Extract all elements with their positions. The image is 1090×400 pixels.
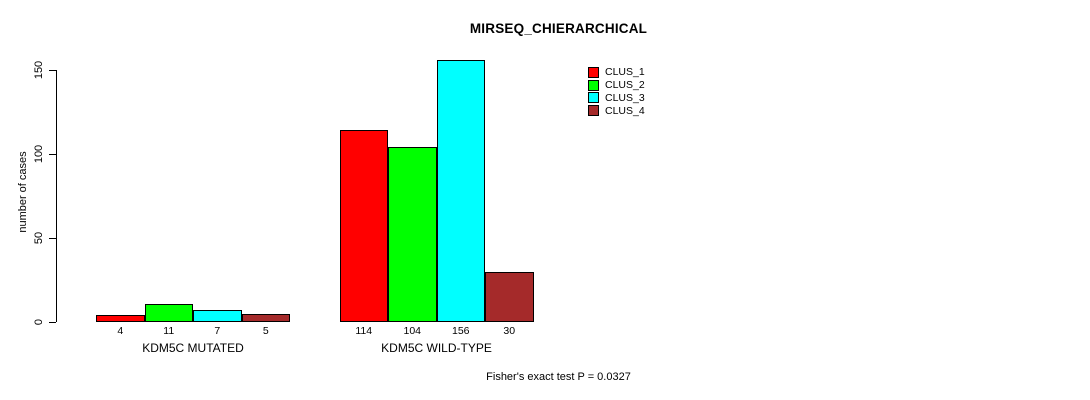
legend: CLUS_1 CLUS_2 CLUS_3 CLUS_4 — [588, 66, 645, 117]
y-tick-label: 100 — [33, 144, 45, 164]
bar — [485, 271, 534, 322]
legend-swatch-icon — [588, 66, 599, 78]
bar-value-label: 104 — [403, 325, 422, 337]
y-axis-line — [56, 70, 58, 322]
y-tick-label: 150 — [33, 60, 45, 80]
legend-swatch-icon — [588, 92, 599, 104]
y-tick — [49, 154, 56, 156]
bar — [388, 147, 437, 322]
x-category-label: KDM5C MUTATED — [142, 341, 244, 355]
legend-label: CLUS_1 — [605, 66, 645, 79]
legend-item: CLUS_2 — [588, 79, 645, 92]
y-tick — [49, 322, 56, 324]
legend-item: CLUS_4 — [588, 104, 645, 117]
y-axis-label: number of cases — [17, 151, 29, 233]
y-tick — [49, 70, 56, 72]
bar — [436, 59, 485, 322]
bar — [241, 313, 290, 322]
legend-label: CLUS_2 — [605, 79, 645, 92]
annotation-pvalue: Fisher's exact test P = 0.0327 — [486, 371, 631, 383]
bar — [96, 315, 145, 322]
legend-label: CLUS_3 — [605, 91, 645, 104]
legend-swatch-icon — [588, 79, 599, 91]
y-tick-label: 50 — [33, 231, 45, 245]
bar — [339, 130, 388, 322]
legend-item: CLUS_3 — [588, 92, 645, 105]
bar — [193, 310, 242, 322]
x-category-label: KDM5C WILD-TYPE — [381, 341, 492, 355]
bar-value-label: 11 — [163, 325, 175, 337]
bar-value-label: 30 — [503, 325, 516, 337]
bar-value-label: 5 — [262, 325, 269, 337]
bar-value-label: 7 — [214, 325, 221, 337]
bar-value-label: 156 — [451, 325, 470, 337]
bar-value-label: 4 — [117, 325, 124, 337]
y-tick-label: 0 — [33, 318, 45, 326]
legend-swatch-icon — [588, 105, 599, 117]
chart-title: MIRSEQ_CHIERARCHICAL — [469, 21, 648, 36]
bar-value-label: 114 — [355, 325, 373, 337]
bar — [144, 303, 193, 322]
legend-item: CLUS_1 — [588, 66, 645, 79]
legend-label: CLUS_4 — [605, 104, 645, 117]
y-tick — [49, 238, 56, 240]
